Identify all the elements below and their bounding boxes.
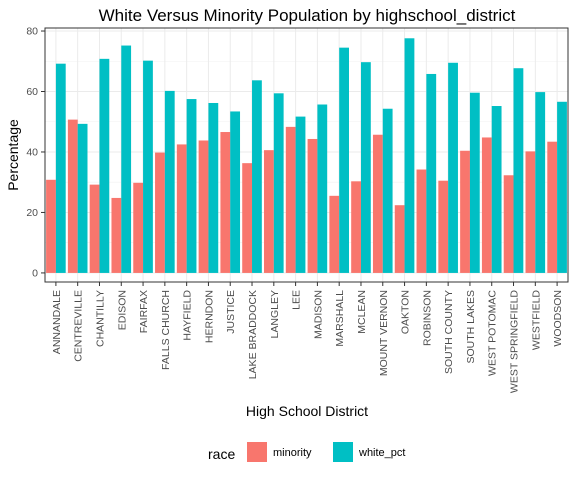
bar-minority-chantilly xyxy=(89,184,100,273)
bar-minority-madison xyxy=(307,138,318,273)
x-tick-label: SOUTH COUNTY xyxy=(443,290,455,374)
bar-minority-woodson xyxy=(547,141,558,273)
bar-minority-lake-braddock xyxy=(242,163,253,273)
x-tick-label: EDISON xyxy=(116,290,128,330)
legend-label-white_pct: white_pct xyxy=(358,447,405,459)
bar-minority-fairfax xyxy=(133,182,144,273)
x-tick-label: HERNDON xyxy=(203,290,215,343)
bar-white_pct-mount-vernon xyxy=(382,108,393,273)
bar-minority-langley xyxy=(264,150,274,273)
x-tick-label: CHANTILLY xyxy=(94,290,106,347)
y-tick-label: 80 xyxy=(26,26,38,38)
x-tick-label: JUSTICE xyxy=(225,290,237,334)
y-tick-label: 60 xyxy=(26,86,38,98)
bar-minority-oakton xyxy=(394,205,405,273)
y-axis: 0 20 40 60 80 xyxy=(26,26,45,279)
bar-white_pct-marshall xyxy=(339,47,349,273)
bar-minority-mount-vernon xyxy=(372,134,383,273)
bar-white_pct-mclean xyxy=(360,62,371,273)
bar-white_pct-edison xyxy=(121,45,132,273)
x-tick-label: MCLEAN xyxy=(356,290,368,334)
plot-border xyxy=(44,27,569,283)
bar-minority-annandale xyxy=(46,179,56,273)
bar-white_pct-hayfield xyxy=(186,99,197,273)
x-tick-label: WESTFIELD xyxy=(530,290,542,351)
bar-white_pct-south-lakes xyxy=(469,92,480,273)
legend-key-minority xyxy=(247,442,267,462)
bar-white_pct-langley xyxy=(273,93,284,273)
bar-minority-west-potomac xyxy=(481,137,492,273)
x-tick-label: FALLS CHURCH xyxy=(160,290,172,370)
x-tick-label: FAIRFAX xyxy=(138,290,150,333)
y-tick-label: 20 xyxy=(26,207,38,219)
x-tick-label: LEE xyxy=(291,290,303,310)
bar-minority-edison xyxy=(111,197,122,273)
bar-minority-marshall xyxy=(329,195,340,273)
x-tick-label: WEST SPRINGFIELD xyxy=(509,290,521,393)
bar-white_pct-oakton xyxy=(404,38,415,273)
bar-minority-mclean xyxy=(351,181,361,273)
bar-white_pct-woodson xyxy=(557,101,567,273)
x-tick-label: WEST POTOMAC xyxy=(487,290,499,376)
x-tick-label: ANNANDALE xyxy=(51,290,63,354)
chart-title: White Versus Minority Population by high… xyxy=(99,6,516,25)
x-tick-label: LAKE BRADDOCK xyxy=(247,290,259,379)
x-tick-label: SOUTH LAKES xyxy=(465,290,477,364)
bar-white_pct-falls-church xyxy=(164,90,175,273)
bar-minority-robinson xyxy=(416,169,427,273)
x-tick-label: MOUNT VERNON xyxy=(378,290,390,376)
bar-white_pct-lake-braddock xyxy=(252,80,262,273)
bar-white_pct-fairfax xyxy=(143,60,153,273)
y-tick-label: 0 xyxy=(32,267,38,279)
bar-white_pct-madison xyxy=(317,104,328,273)
plot-background xyxy=(45,28,568,282)
bar-white_pct-lee xyxy=(295,116,306,273)
bar-white_pct-west-potomac xyxy=(491,106,502,273)
bar-white_pct-westfield xyxy=(535,92,546,273)
x-tick-label: WOODSON xyxy=(552,290,564,347)
bar-minority-lee xyxy=(285,126,296,273)
bar-minority-westfield xyxy=(525,151,536,273)
x-tick-label: HAYFIELD xyxy=(182,290,194,341)
bar-white_pct-south-county xyxy=(448,62,458,273)
x-tick-label: ROBINSON xyxy=(421,290,433,346)
x-tick-label: MARSHALL xyxy=(334,290,346,347)
x-axis: ANNANDALE CENTREVILLE CHANTILLY EDISON FAIRF… xyxy=(51,282,564,393)
bar-white_pct-justice xyxy=(230,111,241,273)
bar-minority-hayfield xyxy=(176,144,187,273)
legend-label-minority: minority xyxy=(273,447,312,459)
bar-white_pct-centreville xyxy=(77,123,88,273)
bar-white_pct-west-springfield xyxy=(513,68,524,273)
bar-white_pct-annandale xyxy=(55,63,66,273)
x-tick-label: CENTREVILLE xyxy=(73,290,85,362)
bar-minority-falls-church xyxy=(155,152,165,273)
x-tick-label: OAKTON xyxy=(400,290,412,334)
bar-minority-centreville xyxy=(67,119,78,273)
y-tick-label: 40 xyxy=(26,146,38,158)
y-axis-title: Percentage xyxy=(5,119,21,191)
x-axis-title: High School District xyxy=(246,403,368,419)
bar-white_pct-herndon xyxy=(208,102,219,273)
bar-minority-justice xyxy=(220,132,231,273)
x-tick-label: MADISON xyxy=(312,290,324,339)
bar-minority-south-lakes xyxy=(460,150,470,273)
bar-minority-south-county xyxy=(438,180,449,273)
legend-title: race xyxy=(208,446,235,462)
bar-white_pct-robinson xyxy=(426,73,437,273)
bar-minority-west-springfield xyxy=(503,175,514,273)
x-tick-label: LANGLEY xyxy=(269,290,281,338)
bars xyxy=(46,38,567,273)
legend-key-white_pct xyxy=(333,442,353,462)
bar-minority-herndon xyxy=(198,140,209,273)
legend: race minority white_pct xyxy=(208,442,405,462)
bar-white_pct-chantilly xyxy=(99,58,110,273)
